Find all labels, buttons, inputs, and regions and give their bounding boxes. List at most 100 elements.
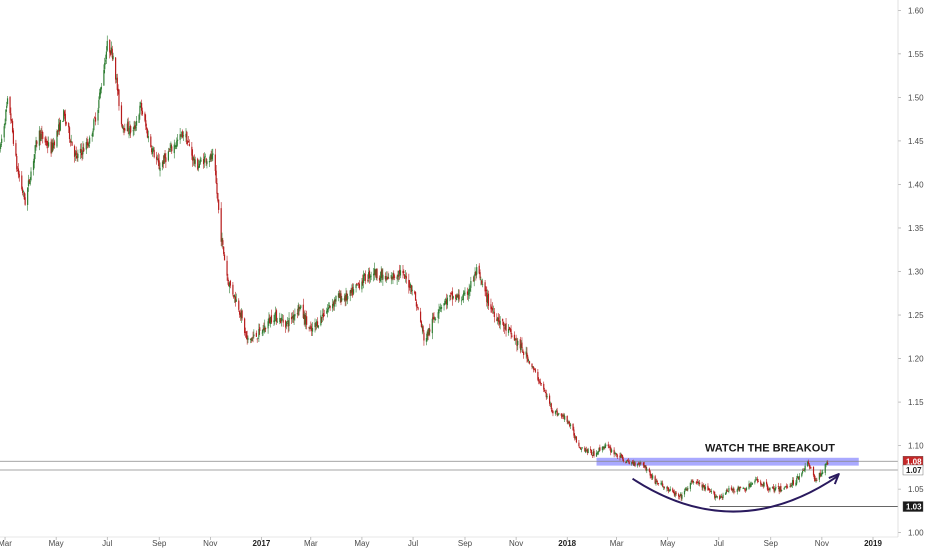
candle-body xyxy=(533,366,535,370)
candle-body xyxy=(373,268,376,275)
candle-body xyxy=(332,303,334,309)
candle-body xyxy=(546,396,548,398)
candle-body xyxy=(456,295,458,301)
candle-body xyxy=(322,313,324,318)
candle-body xyxy=(673,491,675,493)
candle-body xyxy=(293,315,295,320)
candle-body xyxy=(690,481,692,483)
candle-body xyxy=(192,155,194,161)
candle-body xyxy=(599,447,601,451)
candle-body xyxy=(668,490,671,492)
candle-body xyxy=(451,291,454,300)
candle-body xyxy=(816,479,818,481)
candle-body xyxy=(53,141,56,146)
candle-body xyxy=(363,273,366,277)
x-tick-label: Nov xyxy=(815,539,829,548)
candle-body xyxy=(227,277,229,281)
candle-body xyxy=(205,158,207,163)
x-tick-label: Sep xyxy=(764,539,779,548)
candle-body xyxy=(513,334,516,341)
candle-body xyxy=(276,321,278,323)
candle-body xyxy=(760,481,762,485)
candle-body xyxy=(171,146,173,152)
candle-body xyxy=(420,321,423,327)
candle-body xyxy=(246,335,248,340)
candle-body xyxy=(4,122,6,126)
candle-body xyxy=(308,326,310,329)
candle-body xyxy=(105,51,108,60)
candle-body xyxy=(47,142,50,147)
candle-body xyxy=(197,166,200,169)
candle-body xyxy=(569,423,571,427)
candle-body xyxy=(239,311,241,315)
candle-body xyxy=(129,125,131,134)
candle-body xyxy=(358,283,361,289)
candle-body xyxy=(520,344,522,351)
candle-body xyxy=(35,140,37,147)
candle-body xyxy=(804,465,806,471)
price-badge-label: 1.07 xyxy=(906,466,922,475)
candle-body xyxy=(789,486,791,488)
candle-body xyxy=(146,129,149,138)
candle-body xyxy=(422,326,424,332)
candle-body xyxy=(117,88,119,91)
candle-body xyxy=(693,481,695,483)
candle-body xyxy=(713,491,715,493)
candle-body xyxy=(724,493,727,495)
x-tick-label: Nov xyxy=(509,539,523,548)
candle-body xyxy=(808,464,810,467)
x-tick-label: Jul xyxy=(102,539,112,548)
candle-body xyxy=(104,60,107,62)
candle-body xyxy=(504,324,506,326)
y-tick-label: 1.40 xyxy=(908,180,924,189)
candle-body xyxy=(507,328,510,333)
candle-body xyxy=(79,148,82,153)
candle-body xyxy=(650,474,652,476)
candle-body xyxy=(755,479,757,481)
candle-body xyxy=(69,140,71,143)
candle-body xyxy=(122,126,124,129)
candle-body xyxy=(572,424,574,431)
candle-body xyxy=(379,276,381,282)
candle-body xyxy=(262,328,264,333)
candle-body xyxy=(228,282,230,287)
candle-body xyxy=(510,329,512,335)
candle-body xyxy=(784,486,786,488)
candle-body xyxy=(346,293,348,301)
candle-body xyxy=(145,120,147,127)
candle-body xyxy=(127,121,129,132)
candle-body xyxy=(235,299,237,302)
candle-body xyxy=(419,311,422,322)
candle-body xyxy=(233,294,235,298)
candle-body xyxy=(761,484,764,486)
candle-body xyxy=(627,461,629,463)
candle-body xyxy=(663,487,665,489)
candle-body xyxy=(182,131,184,138)
candle-body xyxy=(692,480,694,483)
candle-body xyxy=(384,275,386,280)
candle-body xyxy=(68,127,71,140)
candle-body xyxy=(110,47,113,53)
candle-body xyxy=(505,323,507,331)
candle-body xyxy=(405,276,407,279)
candle-body xyxy=(317,325,319,328)
candle-body xyxy=(82,147,84,155)
candle-body xyxy=(722,494,724,499)
candle-body xyxy=(585,449,587,453)
candle-body xyxy=(191,146,193,156)
candle-body xyxy=(644,465,646,468)
candle-body xyxy=(432,317,434,319)
candle-body xyxy=(458,294,460,300)
candle-body xyxy=(757,481,759,482)
x-tick-label: Sep xyxy=(458,539,473,548)
candle-body xyxy=(341,298,343,301)
candle-body xyxy=(10,113,12,121)
price-badge-label: 1.08 xyxy=(906,457,922,466)
candle-body xyxy=(680,494,682,498)
candle-body xyxy=(781,489,783,491)
candle-body xyxy=(605,444,607,447)
candle-body xyxy=(601,446,603,451)
candle-body xyxy=(615,452,617,455)
candle-body xyxy=(257,337,259,339)
